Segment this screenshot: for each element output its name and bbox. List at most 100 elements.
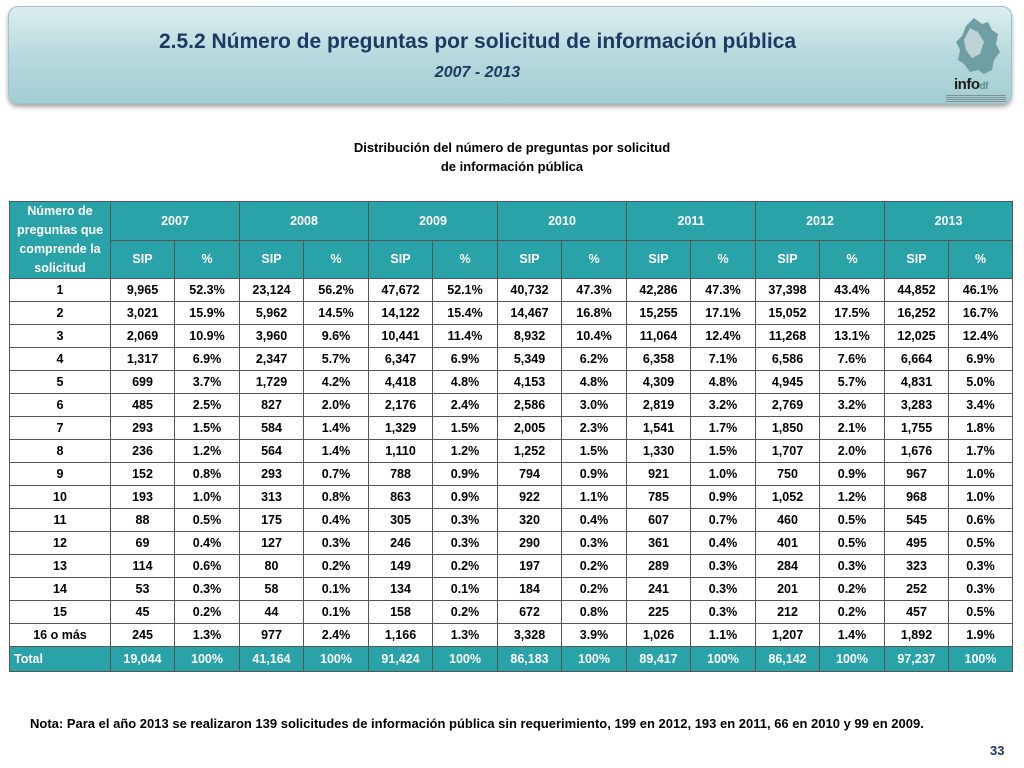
percent-cell: 0.6% xyxy=(948,508,1013,532)
row-label: 16 o más xyxy=(9,623,111,647)
percent-cell: 5.0% xyxy=(948,370,1013,394)
percent-cell: 0.1% xyxy=(303,600,369,624)
percent-cell: 0.3% xyxy=(690,600,756,624)
sip-cell: 289 xyxy=(626,554,691,578)
percent-cell: 0.8% xyxy=(561,600,627,624)
sip-cell: 584 xyxy=(239,416,304,440)
row-label: 6 xyxy=(9,393,111,417)
sip-cell: 977 xyxy=(239,623,304,647)
sip-cell: 672 xyxy=(497,600,562,624)
sip-cell: 6,586 xyxy=(755,347,820,371)
sip-cell: 2,586 xyxy=(497,393,562,417)
sip-cell: 14,122 xyxy=(368,301,433,325)
percent-cell: 1.1% xyxy=(561,485,627,509)
table-row: 10 193 1.0% 313 0.8% 863 0.9% 922 1.1% 785 0.9% 1,0… xyxy=(9,485,1013,509)
sip-cell: 15,052 xyxy=(755,301,820,325)
sip-cell: 4,831 xyxy=(884,370,949,394)
sip-cell: 1,541 xyxy=(626,416,691,440)
questions-per-request-table: Número de preguntas que comprende la sol… xyxy=(9,201,1013,672)
year-header: 2013 xyxy=(884,201,1013,241)
percent-column-header: % xyxy=(561,239,627,279)
sip-cell: 1,252 xyxy=(497,439,562,463)
percent-cell: 1.1% xyxy=(690,623,756,647)
sip-cell: 4,309 xyxy=(626,370,691,394)
row-label: 1 xyxy=(9,278,111,302)
year-header: 2007 xyxy=(110,201,240,241)
sip-cell: 184 xyxy=(497,577,562,601)
percent-cell: 0.3% xyxy=(561,531,627,555)
percent-cell: 1.5% xyxy=(174,416,240,440)
sip-cell: 794 xyxy=(497,462,562,486)
percent-cell: 1.3% xyxy=(174,623,240,647)
sip-cell: 485 xyxy=(110,393,175,417)
percent-cell: 47.3% xyxy=(561,278,627,302)
percent-cell: 1.5% xyxy=(561,439,627,463)
sip-column-header: SIP xyxy=(755,239,820,279)
sip-cell: 1,052 xyxy=(755,485,820,509)
percent-cell: 0.7% xyxy=(690,508,756,532)
percent-cell: 12.4% xyxy=(948,324,1013,348)
sip-cell: 293 xyxy=(110,416,175,440)
table-row: 12 69 0.4% 127 0.3% 246 0.3% 290 0.3% 361 0.4% 401 0… xyxy=(9,531,1013,555)
percent-cell: 56.2% xyxy=(303,278,369,302)
percent-cell: 16.7% xyxy=(948,301,1013,325)
percent-cell: 46.1% xyxy=(948,278,1013,302)
percent-cell: 0.6% xyxy=(174,554,240,578)
total-row: Total 19,044 100% 41,164 100% 91,424 100% 86,18… xyxy=(9,646,1013,672)
total-percent-cell: 100% xyxy=(432,646,498,672)
sip-column-header: SIP xyxy=(497,239,562,279)
percent-cell: 4.2% xyxy=(303,370,369,394)
total-label: Total xyxy=(9,646,111,672)
percent-cell: 3.9% xyxy=(561,623,627,647)
total-sip-cell: 97,237 xyxy=(884,646,949,672)
row-header: Número de preguntas que comprende la sol… xyxy=(9,201,111,279)
percent-cell: 1.2% xyxy=(432,439,498,463)
percent-cell: 0.3% xyxy=(819,554,885,578)
row-label: 9 xyxy=(9,462,111,486)
percent-cell: 0.8% xyxy=(303,485,369,509)
sip-cell: 967 xyxy=(884,462,949,486)
percent-cell: 0.2% xyxy=(819,600,885,624)
sip-cell: 564 xyxy=(239,439,304,463)
row-label: 8 xyxy=(9,439,111,463)
percent-cell: 5.7% xyxy=(303,347,369,371)
table-row: 6 485 2.5% 827 2.0% 2,176 2.4% 2,586 3.0% 2,819 3.… xyxy=(9,393,1013,417)
percent-cell: 1.0% xyxy=(174,485,240,509)
page-title: 2.5.2 Número de preguntas por solicitud … xyxy=(158,30,797,53)
sip-cell: 44 xyxy=(239,600,304,624)
sip-cell: 152 xyxy=(110,462,175,486)
sip-cell: 750 xyxy=(755,462,820,486)
sip-cell: 8,932 xyxy=(497,324,562,348)
percent-cell: 0.3% xyxy=(690,577,756,601)
sip-cell: 1,676 xyxy=(884,439,949,463)
percent-cell: 1.2% xyxy=(819,485,885,509)
sip-cell: 401 xyxy=(755,531,820,555)
percent-cell: 52.3% xyxy=(174,278,240,302)
sip-cell: 246 xyxy=(368,531,433,555)
percent-cell: 1.4% xyxy=(303,439,369,463)
year-header: 2012 xyxy=(755,201,885,241)
percent-column-header: % xyxy=(948,239,1013,279)
sip-cell: 495 xyxy=(884,531,949,555)
sip-cell: 4,153 xyxy=(497,370,562,394)
year-header: 2011 xyxy=(626,201,756,241)
sip-cell: 4,945 xyxy=(755,370,820,394)
sip-cell: 1,330 xyxy=(626,439,691,463)
infodf-logo-icon xyxy=(956,18,1000,74)
sip-cell: 88 xyxy=(110,508,175,532)
total-percent-cell: 100% xyxy=(174,646,240,672)
sip-cell: 16,252 xyxy=(884,301,949,325)
sip-cell: 2,005 xyxy=(497,416,562,440)
percent-cell: 52.1% xyxy=(432,278,498,302)
row-label: 2 xyxy=(9,301,111,325)
sip-cell: 158 xyxy=(368,600,433,624)
total-sip-cell: 41,164 xyxy=(239,646,304,672)
row-label: 10 xyxy=(9,485,111,509)
total-percent-cell: 100% xyxy=(948,646,1013,672)
percent-column-header: % xyxy=(174,239,240,279)
sip-cell: 3,021 xyxy=(110,301,175,325)
percent-cell: 3.7% xyxy=(174,370,240,394)
sip-cell: 212 xyxy=(755,600,820,624)
percent-cell: 6.9% xyxy=(432,347,498,371)
sip-cell: 1,329 xyxy=(368,416,433,440)
